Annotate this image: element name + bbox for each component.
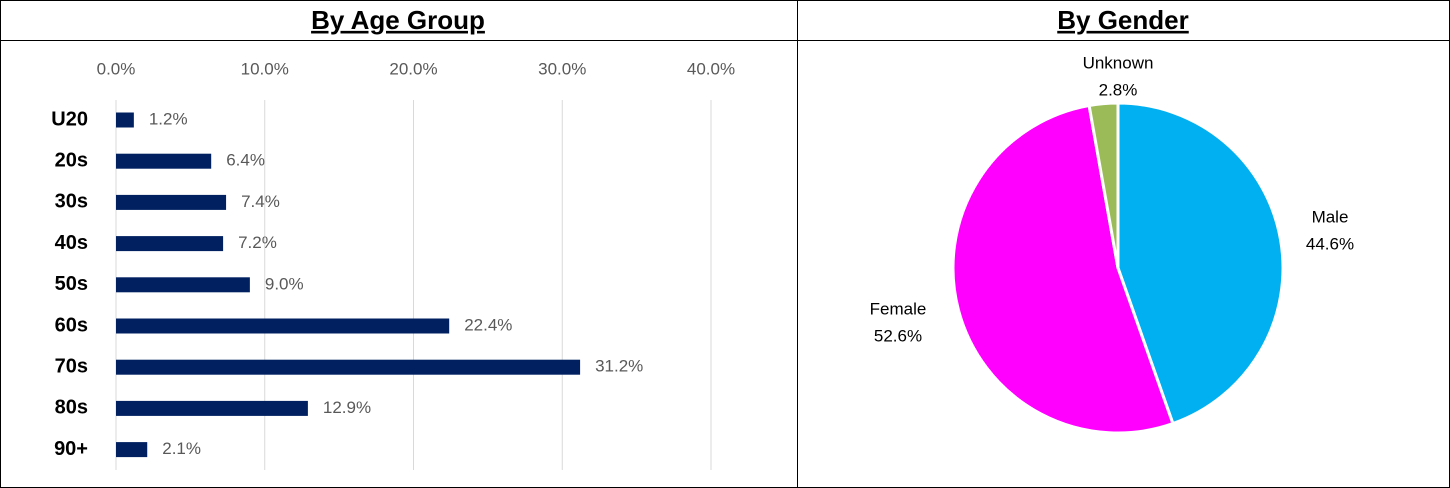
x-tick-label: 30.0% <box>538 59 586 78</box>
y-tick-label: 70s <box>55 355 88 377</box>
x-tick-label: 20.0% <box>389 59 437 78</box>
data-label: 22.4% <box>464 315 512 334</box>
slice-label: Unknown <box>1083 53 1154 72</box>
data-label: 52.6% <box>874 326 922 345</box>
data-label: 2.8% <box>1099 80 1138 99</box>
y-tick-label: 80s <box>55 397 88 419</box>
data-label: 6.4% <box>226 151 265 170</box>
slice-label: Female <box>870 299 927 318</box>
y-tick-label: U20 <box>51 108 88 130</box>
bar <box>116 400 308 416</box>
bar-title: By Age Group <box>311 5 485 35</box>
bar <box>116 112 134 128</box>
y-tick-label: 40s <box>55 232 88 254</box>
data-label: 31.2% <box>595 357 643 376</box>
data-label: 12.9% <box>323 398 371 417</box>
data-label: 2.1% <box>162 439 201 458</box>
data-label: 44.6% <box>1306 234 1354 253</box>
data-label: 9.0% <box>265 274 304 293</box>
y-tick-label: 30s <box>55 191 88 213</box>
bar <box>116 236 224 252</box>
bar <box>116 442 148 458</box>
pie-slice <box>951 104 1175 435</box>
x-tick-label: 0.0% <box>97 59 136 78</box>
data-label: 1.2% <box>149 109 188 128</box>
y-tick-label: 50s <box>55 273 88 295</box>
bar <box>116 318 450 334</box>
pie-slice <box>1116 101 1285 426</box>
pie-slice <box>1087 101 1120 270</box>
data-label: 7.4% <box>241 192 280 211</box>
bar <box>116 359 581 375</box>
pie-title: By Gender <box>1057 5 1189 35</box>
y-tick-label: 60s <box>55 314 88 336</box>
x-tick-label: 10.0% <box>241 59 289 78</box>
bar <box>116 153 212 169</box>
slice-label: Male <box>1312 207 1349 226</box>
y-tick-label: 90+ <box>54 438 88 460</box>
bar <box>116 194 227 210</box>
y-tick-label: 20s <box>55 149 88 171</box>
x-tick-label: 40.0% <box>687 59 735 78</box>
data-label: 7.2% <box>238 233 277 252</box>
bar <box>116 277 250 293</box>
